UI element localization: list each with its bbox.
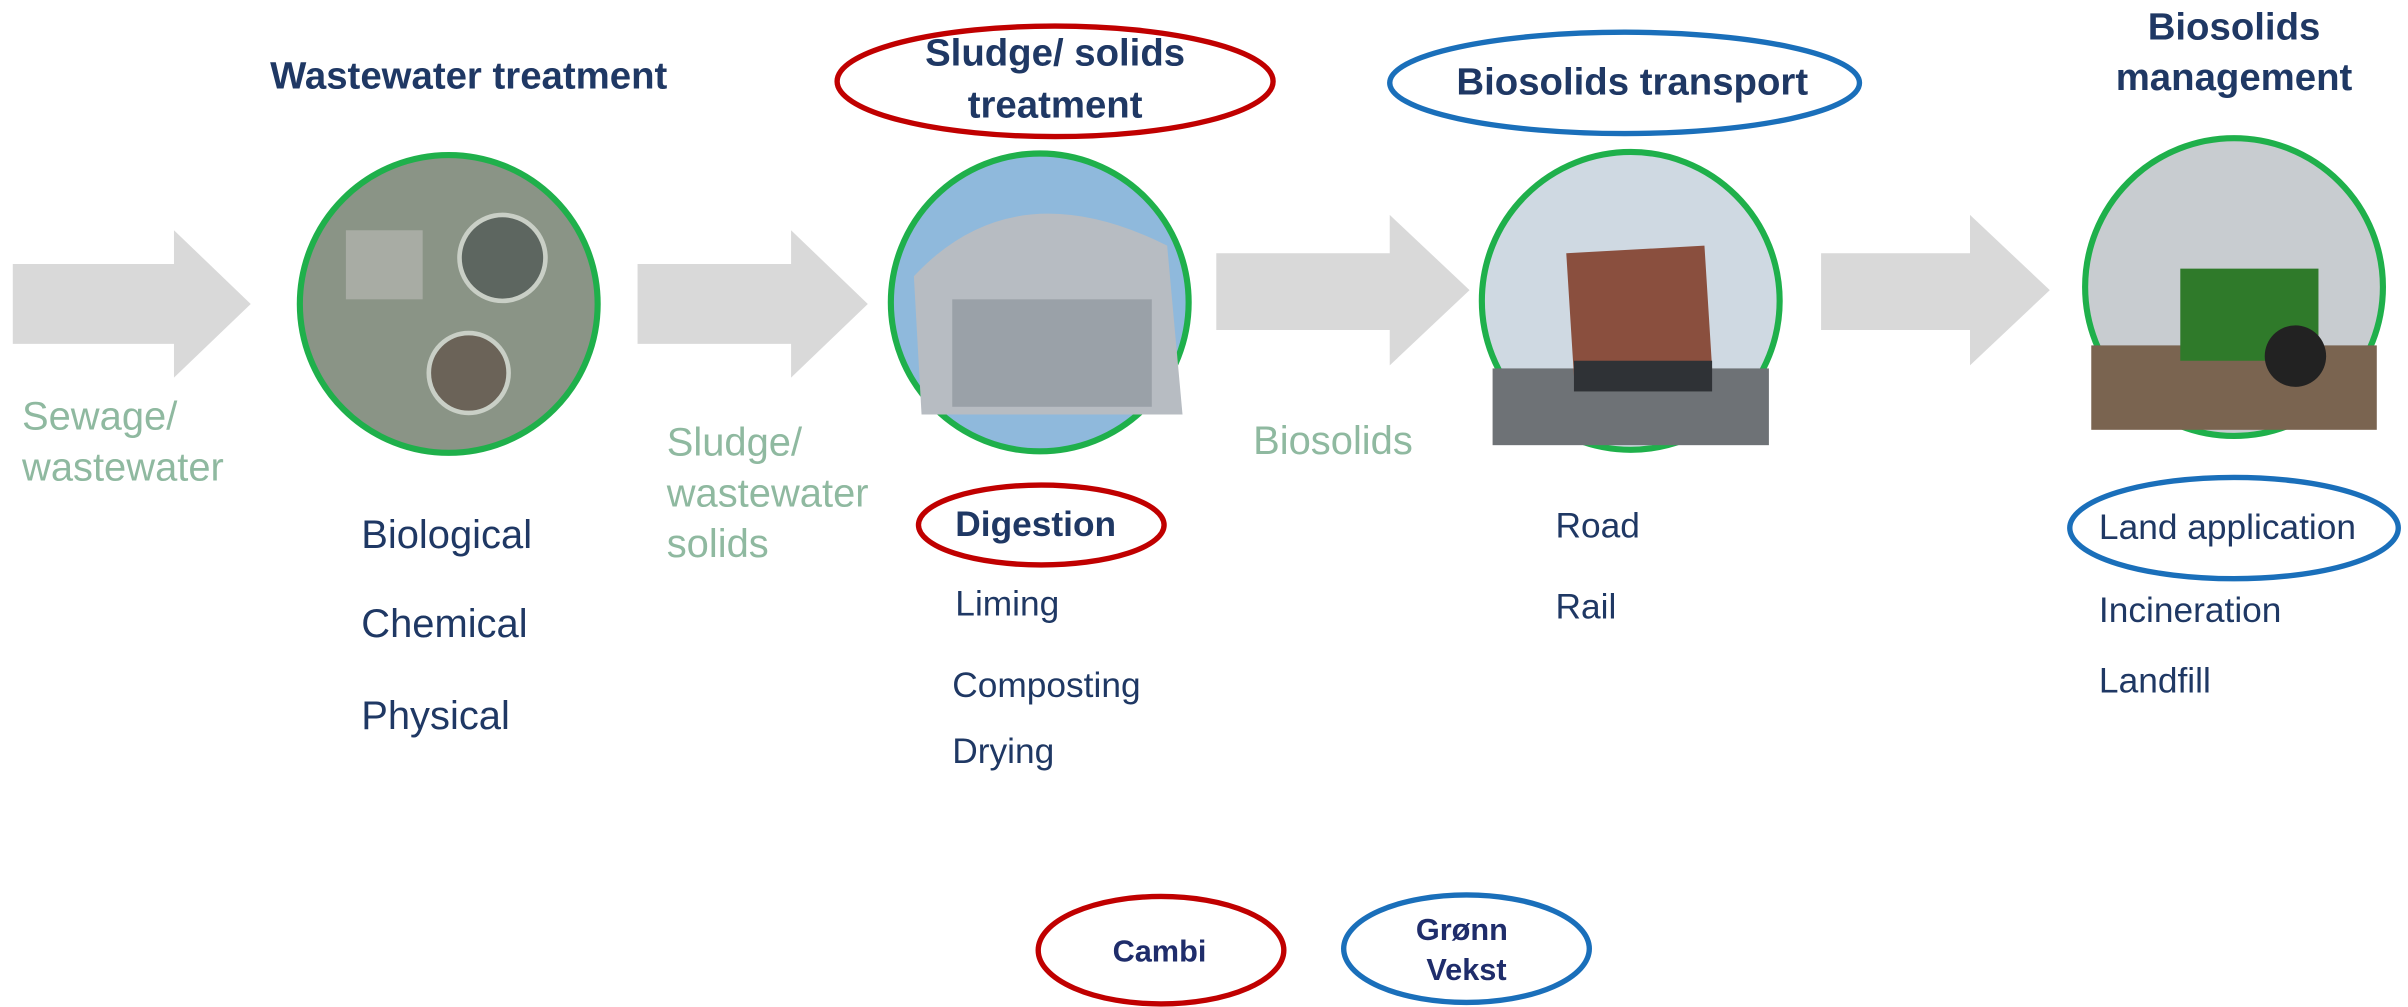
legend-label: Grønn [1416, 912, 1508, 947]
stage-item: Liming [955, 585, 1059, 624]
stage-item: Physical [361, 694, 510, 738]
stage-item: Incineration [2099, 591, 2281, 630]
flow-label: solids [667, 522, 769, 566]
stage-item: Composting [952, 666, 1140, 705]
flow-arrow [1216, 214, 1470, 366]
stage-item: Drying [952, 732, 1054, 771]
stage-title: Biosolids [2148, 5, 2321, 48]
stage-title: treatment [968, 84, 1143, 127]
stage-title: Wastewater treatment [270, 54, 667, 97]
legend-label: Vekst [1426, 952, 1506, 987]
flow-label: wastewater [666, 471, 869, 515]
highlight-ellipse [834, 23, 1276, 140]
flow-arrow [637, 230, 868, 378]
legend-ellipse [1341, 892, 1592, 1006]
highlight-ellipse [915, 482, 1167, 568]
legend-ellipse [1035, 893, 1287, 1007]
flow-label: Sewage/ [22, 395, 178, 439]
stage-image [1478, 148, 1783, 453]
stage-item: Chemical [361, 602, 527, 646]
flow-arrow [1821, 214, 2050, 366]
stage-image [2082, 135, 2386, 440]
highlight-ellipse [2067, 474, 2401, 582]
highlight-ellipse [1387, 29, 1863, 137]
stage-item: Rail [1556, 588, 1617, 627]
stage-item: Digestion [955, 505, 1116, 544]
flow-label: wastewater [21, 445, 224, 489]
stage-item: Road [1556, 506, 1640, 545]
flow-arrow [12, 230, 251, 378]
stage-image [887, 150, 1192, 455]
flow-label: Sludge/ [667, 421, 803, 465]
stage-title: Biosolids transport [1456, 61, 1808, 104]
stage-image [296, 151, 601, 456]
stage-title: Sludge/ solids [925, 31, 1185, 74]
legend-label: Cambi [1113, 933, 1207, 968]
stage-item: Land application [2099, 508, 2356, 547]
stage-title: management [2116, 56, 2353, 99]
flow-label: Biosolids [1253, 419, 1413, 463]
stage-item: Landfill [2099, 661, 2211, 700]
stage-item: Biological [361, 513, 532, 557]
